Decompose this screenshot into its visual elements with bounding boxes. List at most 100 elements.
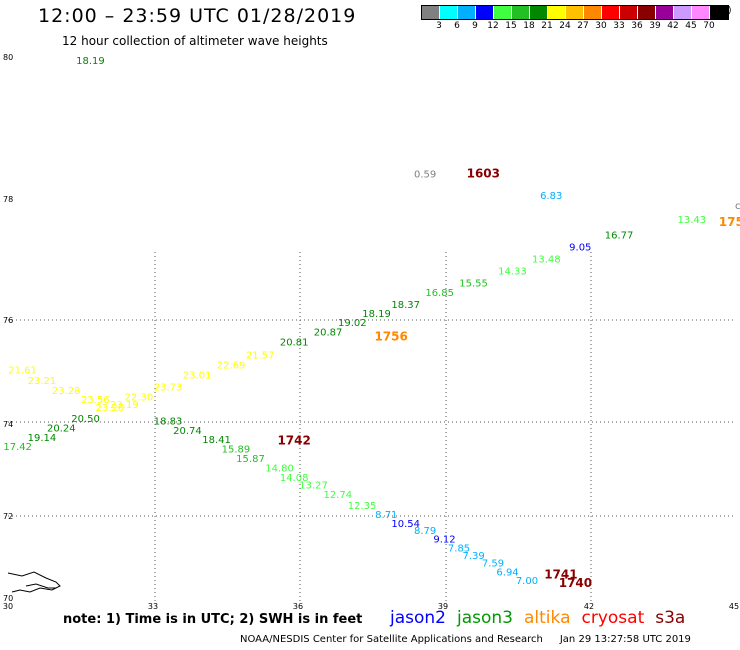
wave-height-value: 14.80 — [265, 463, 294, 474]
color-scale-labels: 3 6 9 12 15 18 21 24 27 30 33 36 39 42 45 70 — [421, 20, 729, 34]
color-swatch — [620, 6, 638, 19]
color-swatch — [422, 6, 440, 19]
color-scale-label: 70 — [703, 21, 715, 31]
wave-height-value: 23.21 — [28, 376, 57, 387]
map-title: 12:00 – 23:59 UTC 01/28/2019 — [38, 5, 357, 27]
lon-tick-label: 45 — [729, 602, 739, 611]
wave-height-value: 7.85 — [448, 543, 470, 554]
color-swatch — [584, 6, 602, 19]
wave-height-value: 7.59 — [482, 559, 504, 570]
wave-height-value: 14.33 — [498, 267, 527, 278]
wave-height-value: 23.56 — [81, 395, 110, 406]
satellite-s3a: s3a — [655, 608, 686, 628]
color-scale-label: 21 — [541, 21, 553, 31]
color-scale-legend: 3 6 9 12 15 18 21 24 27 30 33 36 39 42 45 70 (ft) — [421, 5, 732, 34]
color-swatch — [692, 6, 710, 19]
lat-lon-grid — [8, 252, 735, 602]
wave-height-value: 20.24 — [47, 423, 76, 434]
map-subtitle: 12 hour collection of altimeter wave hei… — [62, 34, 328, 48]
wave-height-value: 15.55 — [459, 279, 488, 290]
lon-tick-label: 30 — [3, 602, 13, 611]
wave-height-value: 15.87 — [236, 454, 265, 465]
wave-height-value: 13.48 — [532, 255, 561, 266]
wave-height-value: 9.12 — [433, 535, 455, 546]
color-scale-label: 24 — [559, 21, 571, 31]
wave-height-value: 18.83 — [154, 416, 183, 427]
wave-height-value: 8.79 — [414, 526, 436, 537]
wave-height-value: 23.28 — [52, 386, 81, 397]
coastline-path — [7, 571, 61, 593]
wave-height-value: 20.74 — [173, 426, 202, 437]
coastline — [7, 571, 61, 593]
lon-tick-label: 36 — [293, 602, 303, 611]
satellite-legend: jason2 jason3 altika cryosat s3a — [390, 608, 696, 628]
satellite-cryosat: cryosat — [581, 608, 645, 628]
pass-time-label: 1741 — [544, 567, 577, 581]
color-swatch — [458, 6, 476, 19]
wave-height-value: 7.39 — [462, 551, 484, 562]
pass-time-label: 1755 — [719, 215, 740, 229]
color-swatch — [656, 6, 674, 19]
wave-height-value: 18.41 — [202, 435, 231, 446]
pass-time-label: 1603 — [467, 167, 500, 181]
wave-height-value: 18.19 — [76, 56, 105, 67]
color-swatch — [566, 6, 584, 19]
credit-text: NOAA/NESDIS Center for Satellite Applica… — [240, 634, 543, 645]
credit-timestamp: Jan 29 13:27:58 UTC 2019 — [559, 634, 691, 645]
wave-height-value: 0.59 — [414, 170, 436, 181]
lon-tick-label: 39 — [438, 602, 448, 611]
pass-time-label: 1742 — [277, 434, 310, 448]
wave-height-value: 21.61 — [8, 366, 37, 377]
color-scale-label: 45 — [685, 21, 697, 31]
lat-tick-label: 78 — [3, 195, 13, 204]
wave-height-value: 15.89 — [222, 445, 251, 456]
wave-height-value: 23.26 — [96, 403, 125, 414]
color-swatch — [512, 6, 530, 19]
wave-height-value: 22.69 — [217, 360, 246, 371]
wave-height-value: 20.81 — [280, 338, 309, 349]
wave-height-value: 9.05 — [569, 242, 591, 253]
wave-height-value: 6.83 — [540, 191, 562, 202]
satellite-jason3: jason3 — [457, 608, 513, 628]
wave-height-value: 23.19 — [110, 400, 139, 411]
lon-tick-label: 42 — [584, 602, 594, 611]
wave-height-value: 10.54 — [391, 519, 420, 530]
lat-tick-label: 70 — [3, 594, 13, 603]
pass-time-label: 1756 — [374, 329, 407, 343]
wave-height-value: 8.71 — [375, 510, 397, 521]
color-swatch — [548, 6, 566, 19]
coastline-path — [25, 583, 56, 589]
wave-height-value: 16.85 — [425, 288, 454, 299]
wave-height-value: 21.57 — [246, 350, 275, 361]
pass-time-label: 1740 — [559, 576, 592, 590]
color-scale-label: 30 — [595, 21, 607, 31]
wave-height-value: 7.00 — [516, 576, 538, 587]
color-scale-label: 39 — [649, 21, 661, 31]
lat-tick-label: 80 — [3, 53, 13, 62]
wave-height-value: 12.74 — [323, 490, 352, 501]
wave-height-value: 22.30 — [125, 393, 154, 404]
edge-mark: c — [735, 201, 740, 212]
color-scale-label: 15 — [505, 21, 517, 31]
color-swatch — [440, 6, 458, 19]
wave-height-value: 13.27 — [299, 481, 328, 492]
color-swatch — [476, 6, 494, 19]
color-swatch — [494, 6, 512, 19]
wave-height-value: 17.42 — [3, 442, 32, 453]
wave-height-value: 16.77 — [605, 230, 634, 241]
satellite-jason2: jason2 — [390, 608, 446, 628]
wave-height-value: 19.02 — [338, 318, 367, 329]
color-scale-label: 27 — [577, 21, 589, 31]
wave-height-values: 18.19 0.59 6.83 13.43 16.77 9.05 13.48 14.33 15.… — [3, 56, 706, 587]
color-scale-unit: (ft) — [718, 6, 732, 16]
wave-height-value: 6.94 — [496, 567, 518, 578]
color-scale-label: 9 — [472, 21, 478, 31]
wave-height-value: 20.50 — [71, 414, 100, 425]
color-scale-label: 6 — [454, 21, 460, 31]
wave-height-value: 19.14 — [28, 433, 57, 444]
color-scale-label: 42 — [667, 21, 679, 31]
color-scale-label: 33 — [613, 21, 625, 31]
wave-height-value: 18.37 — [391, 300, 420, 311]
color-swatch — [674, 6, 692, 19]
